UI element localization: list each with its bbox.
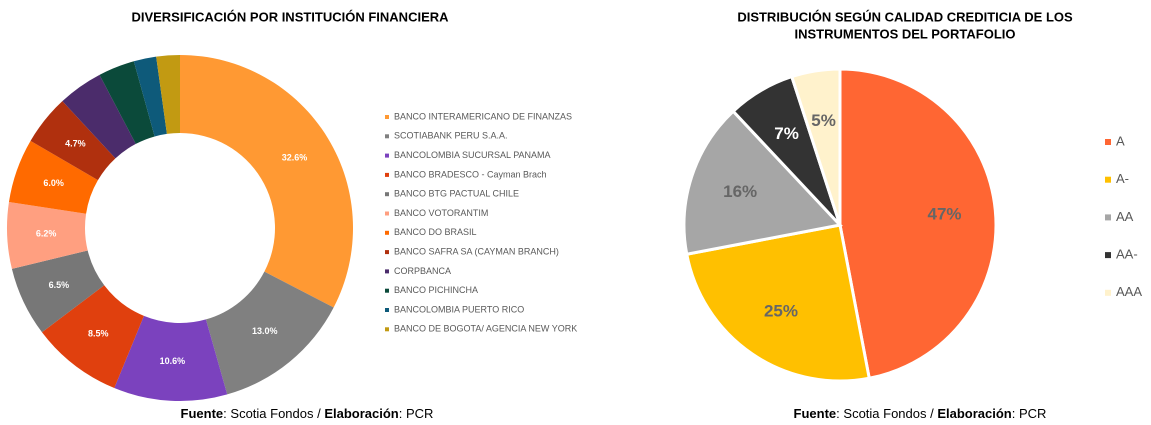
source-note: Fuente: Scotia Fondos / Elaboración: PCR: [794, 406, 1047, 421]
slice: [156, 55, 180, 134]
legend-label: A: [1116, 133, 1125, 148]
source-part: Elaboración: [324, 406, 398, 421]
slice: [41, 285, 144, 389]
legend-swatch: [385, 134, 389, 139]
source-part: : PCR: [1012, 406, 1047, 421]
legend-label: BANCO INTERAMERICANO DE FINANZAS: [394, 111, 572, 121]
data-label: 10.6%: [160, 356, 186, 366]
data-label: 5%: [811, 111, 836, 130]
legend-swatch: [385, 269, 389, 274]
data-label: 13.0%: [252, 326, 278, 336]
source-part: : Scotia Fondos /: [223, 406, 324, 421]
legend-swatch: [1105, 214, 1111, 221]
slice: [6, 202, 88, 269]
data-label: 6.2%: [36, 228, 57, 238]
source-part: Elaboración: [937, 406, 1011, 421]
legend-label: BANCO DO BRASIL: [394, 227, 477, 237]
slice: [62, 74, 136, 159]
slice: [180, 55, 354, 308]
data-label: 8.5%: [88, 329, 109, 339]
slice: [685, 223, 871, 383]
data-label: 4.7%: [65, 139, 86, 149]
legend-swatch: [385, 115, 389, 119]
legend-swatch: [385, 250, 389, 255]
legend-swatch: [385, 308, 389, 312]
legend-swatch: [1105, 176, 1111, 183]
legend-swatch: [385, 153, 389, 158]
legend-label: BANCOLOMBIA SUCURSAL PANAMA: [394, 150, 551, 160]
slice: [682, 109, 843, 256]
slice: [789, 67, 842, 226]
data-label: 6.0%: [43, 178, 64, 188]
legend-label: AA: [1116, 209, 1134, 224]
slice: [11, 250, 105, 333]
legend-label: BANCO BTG PACTUAL CHILE: [394, 189, 519, 199]
source-part: : Scotia Fondos /: [836, 406, 937, 421]
data-label: 16%: [723, 182, 757, 201]
slice: [133, 56, 167, 137]
legend-swatch: [385, 211, 389, 216]
legend-label: BANCO DE BOGOTA/ AGENCIA NEW YORK: [394, 324, 577, 334]
legend-label: BANCO BRADESCO - Cayman Brach: [394, 169, 547, 179]
slice: [114, 315, 228, 401]
slice: [30, 101, 116, 181]
legend-swatch: [1105, 289, 1111, 296]
data-label: 6.5%: [49, 280, 70, 290]
legend-label: BANCO PICHINCHA: [394, 285, 478, 295]
chart-title: DISTRIBUCIÓN SEGÚN CALIDAD CREDITICIA DE…: [737, 9, 1073, 24]
legend-swatch: [385, 288, 389, 293]
legend-label: CORPBANCA: [394, 266, 451, 276]
legend-swatch: [385, 327, 389, 332]
slice: [838, 67, 998, 380]
slice: [205, 271, 334, 395]
legend-swatch: [385, 192, 389, 197]
legend-label: BANCOLOMBIA PUERTO RICO: [394, 304, 524, 314]
slice: [8, 140, 98, 214]
data-label: 25%: [764, 301, 798, 320]
data-label: 7%: [774, 124, 799, 143]
source-part: : PCR: [399, 406, 434, 421]
chart-title: DIVERSIFICACIÓN POR INSTITUCIÓN FINANCIE…: [131, 9, 449, 24]
chart-title: INSTRUMENTOS DEL PORTAFOLIO: [794, 26, 1015, 41]
legend-label: AA-: [1116, 247, 1138, 262]
legend-label: BANCO VOTORANTIM: [394, 208, 488, 218]
source-part: Fuente: [794, 406, 837, 421]
source-part: Fuente: [181, 406, 224, 421]
legend-swatch: [1105, 139, 1111, 145]
legend-label: SCOTIABANK PERU S.A.A.: [394, 131, 508, 141]
slice: [99, 61, 155, 144]
legend-label: BANCO SAFRA SA (CAYMAN BRANCH): [394, 246, 559, 256]
legend-swatch: [1105, 252, 1111, 259]
legend-swatch: [385, 230, 389, 235]
source-note: Fuente: Scotia Fondos / Elaboración: PCR: [181, 406, 434, 421]
legend-swatch: [385, 172, 389, 177]
data-label: 47%: [928, 205, 962, 224]
data-label: 32.6%: [282, 153, 308, 163]
legend-label: A-: [1116, 171, 1129, 186]
legend-label: AAA: [1116, 284, 1142, 299]
